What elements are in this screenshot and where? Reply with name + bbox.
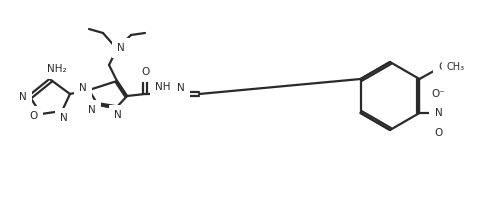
Text: N: N [19, 92, 27, 102]
Text: CH₃: CH₃ [446, 62, 465, 72]
Text: N: N [88, 105, 96, 115]
Text: N: N [114, 110, 122, 120]
Text: N: N [177, 83, 185, 93]
Text: N: N [435, 108, 442, 118]
Text: O: O [141, 67, 149, 77]
Text: NH: NH [155, 82, 171, 92]
Text: O: O [438, 62, 447, 72]
Text: O: O [434, 128, 443, 138]
Text: NH₂: NH₂ [47, 64, 67, 74]
Text: N: N [60, 113, 68, 123]
Text: O: O [30, 111, 38, 121]
Text: N: N [79, 83, 87, 93]
Text: N: N [117, 43, 125, 53]
Text: O⁻: O⁻ [432, 89, 445, 99]
